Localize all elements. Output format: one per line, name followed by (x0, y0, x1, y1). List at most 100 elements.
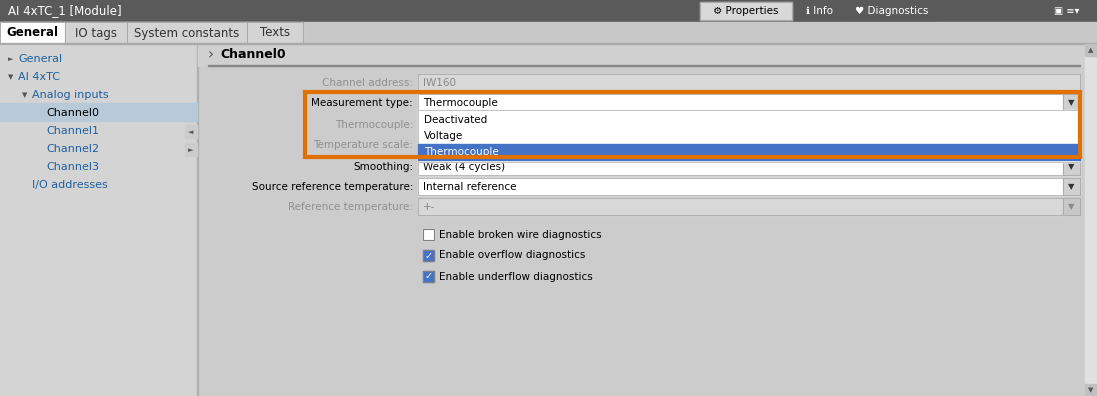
Bar (418, 178, 1081, 195)
Text: ✓: ✓ (425, 272, 432, 282)
Bar (418, 94, 1081, 111)
Text: IW160: IW160 (423, 78, 456, 88)
Bar (1085, 384, 1097, 396)
Text: Channel0: Channel0 (46, 108, 99, 118)
Text: ℹ Info: ℹ Info (806, 6, 834, 16)
Text: Channel address:: Channel address: (323, 78, 412, 88)
Bar (795, 2, 845, 20)
Bar (185, 143, 197, 156)
Bar (423, 271, 434, 282)
Text: ◄: ◄ (189, 129, 194, 135)
Text: Smoothing:: Smoothing: (353, 162, 412, 171)
Bar (700, 2, 792, 20)
Text: Weak (4 cycles): Weak (4 cycles) (423, 162, 505, 171)
Text: ►: ► (8, 56, 13, 62)
Text: General: General (18, 54, 63, 64)
Bar (423, 229, 434, 240)
Bar (418, 198, 1081, 215)
Bar (1063, 158, 1081, 175)
Text: ▣ ≡▾: ▣ ≡▾ (1054, 6, 1079, 16)
Text: Measurement type:: Measurement type: (312, 97, 412, 107)
Text: AI 4xTC_1 [Module]: AI 4xTC_1 [Module] (8, 4, 122, 17)
Bar (1063, 94, 1081, 111)
Bar (418, 110, 1081, 162)
Bar (418, 144, 1081, 160)
Bar (0, 44, 197, 396)
Bar (418, 74, 1081, 91)
Bar (197, 44, 1097, 396)
Bar (848, 2, 936, 20)
Text: Enable overflow diagnostics: Enable overflow diagnostics (439, 251, 586, 261)
Bar (127, 22, 247, 44)
Bar (1085, 44, 1097, 56)
Text: Source reference temperature:: Source reference temperature: (251, 181, 412, 192)
Bar (247, 22, 303, 44)
Text: I/O addresses: I/O addresses (32, 180, 108, 190)
Text: ▼: ▼ (1068, 182, 1075, 191)
Bar (208, 65, 1081, 66)
Text: ►: ► (189, 147, 194, 153)
Bar (65, 22, 127, 44)
Bar (700, 2, 792, 20)
Bar (0, 22, 65, 44)
Bar (127, 22, 247, 44)
Text: Reference temperature:: Reference temperature: (289, 202, 412, 211)
Bar (418, 110, 1081, 162)
Text: ▼: ▼ (1068, 202, 1075, 211)
Text: Texts: Texts (260, 27, 290, 40)
Text: Internal reference: Internal reference (423, 181, 517, 192)
Text: AI 4xTC: AI 4xTC (18, 72, 60, 82)
Text: General: General (7, 27, 58, 40)
Text: ✓: ✓ (425, 251, 432, 261)
Text: Enable underflow diagnostics: Enable underflow diagnostics (439, 272, 592, 282)
Text: Temperature scale:: Temperature scale: (313, 139, 412, 150)
Bar (0, 0, 1097, 22)
Bar (418, 158, 1081, 175)
Text: Voltage: Voltage (425, 131, 463, 141)
Text: Enable broken wire diagnostics: Enable broken wire diagnostics (439, 230, 601, 240)
Text: ▼: ▼ (8, 74, 13, 80)
Bar (305, 92, 1081, 157)
Bar (197, 66, 1085, 396)
Bar (1063, 198, 1081, 215)
Text: Thermocouple: Thermocouple (425, 147, 499, 157)
Text: Deactivated: Deactivated (425, 115, 487, 125)
Bar (0, 22, 65, 44)
Text: ▲: ▲ (1088, 47, 1094, 53)
Text: Channel2: Channel2 (46, 144, 99, 154)
Bar (423, 229, 434, 240)
Bar (1063, 178, 1081, 195)
Bar (418, 94, 1081, 111)
Bar (423, 250, 434, 261)
Text: +-: +- (423, 202, 436, 211)
Bar (0, 103, 197, 121)
Bar (418, 74, 1081, 91)
Bar (0, 43, 1097, 44)
Text: Analog inputs: Analog inputs (32, 90, 109, 100)
Text: ▼: ▼ (1068, 162, 1075, 171)
Bar (423, 250, 434, 261)
Bar (1063, 178, 1081, 195)
Text: Channel0: Channel0 (220, 48, 285, 61)
Bar (247, 22, 303, 44)
Text: IO tags: IO tags (75, 27, 117, 40)
Bar (197, 44, 1085, 66)
Text: Thermocouple:: Thermocouple: (335, 120, 412, 129)
Bar (418, 178, 1081, 195)
Bar (1085, 44, 1097, 396)
Bar (1063, 94, 1081, 111)
Text: Channel1: Channel1 (46, 126, 99, 136)
Text: System constants: System constants (134, 27, 239, 40)
Text: ›: › (208, 48, 214, 63)
Text: ▼: ▼ (1088, 387, 1094, 393)
Text: ▼: ▼ (22, 92, 27, 98)
Bar (185, 125, 197, 138)
Text: ♥ Diagnostics: ♥ Diagnostics (856, 6, 929, 16)
Bar (418, 158, 1081, 175)
Text: ⚙ Properties: ⚙ Properties (713, 6, 779, 16)
Bar (1063, 198, 1081, 215)
Bar (423, 271, 434, 282)
Bar (418, 198, 1081, 215)
Bar (1063, 158, 1081, 175)
Text: Channel3: Channel3 (46, 162, 99, 172)
